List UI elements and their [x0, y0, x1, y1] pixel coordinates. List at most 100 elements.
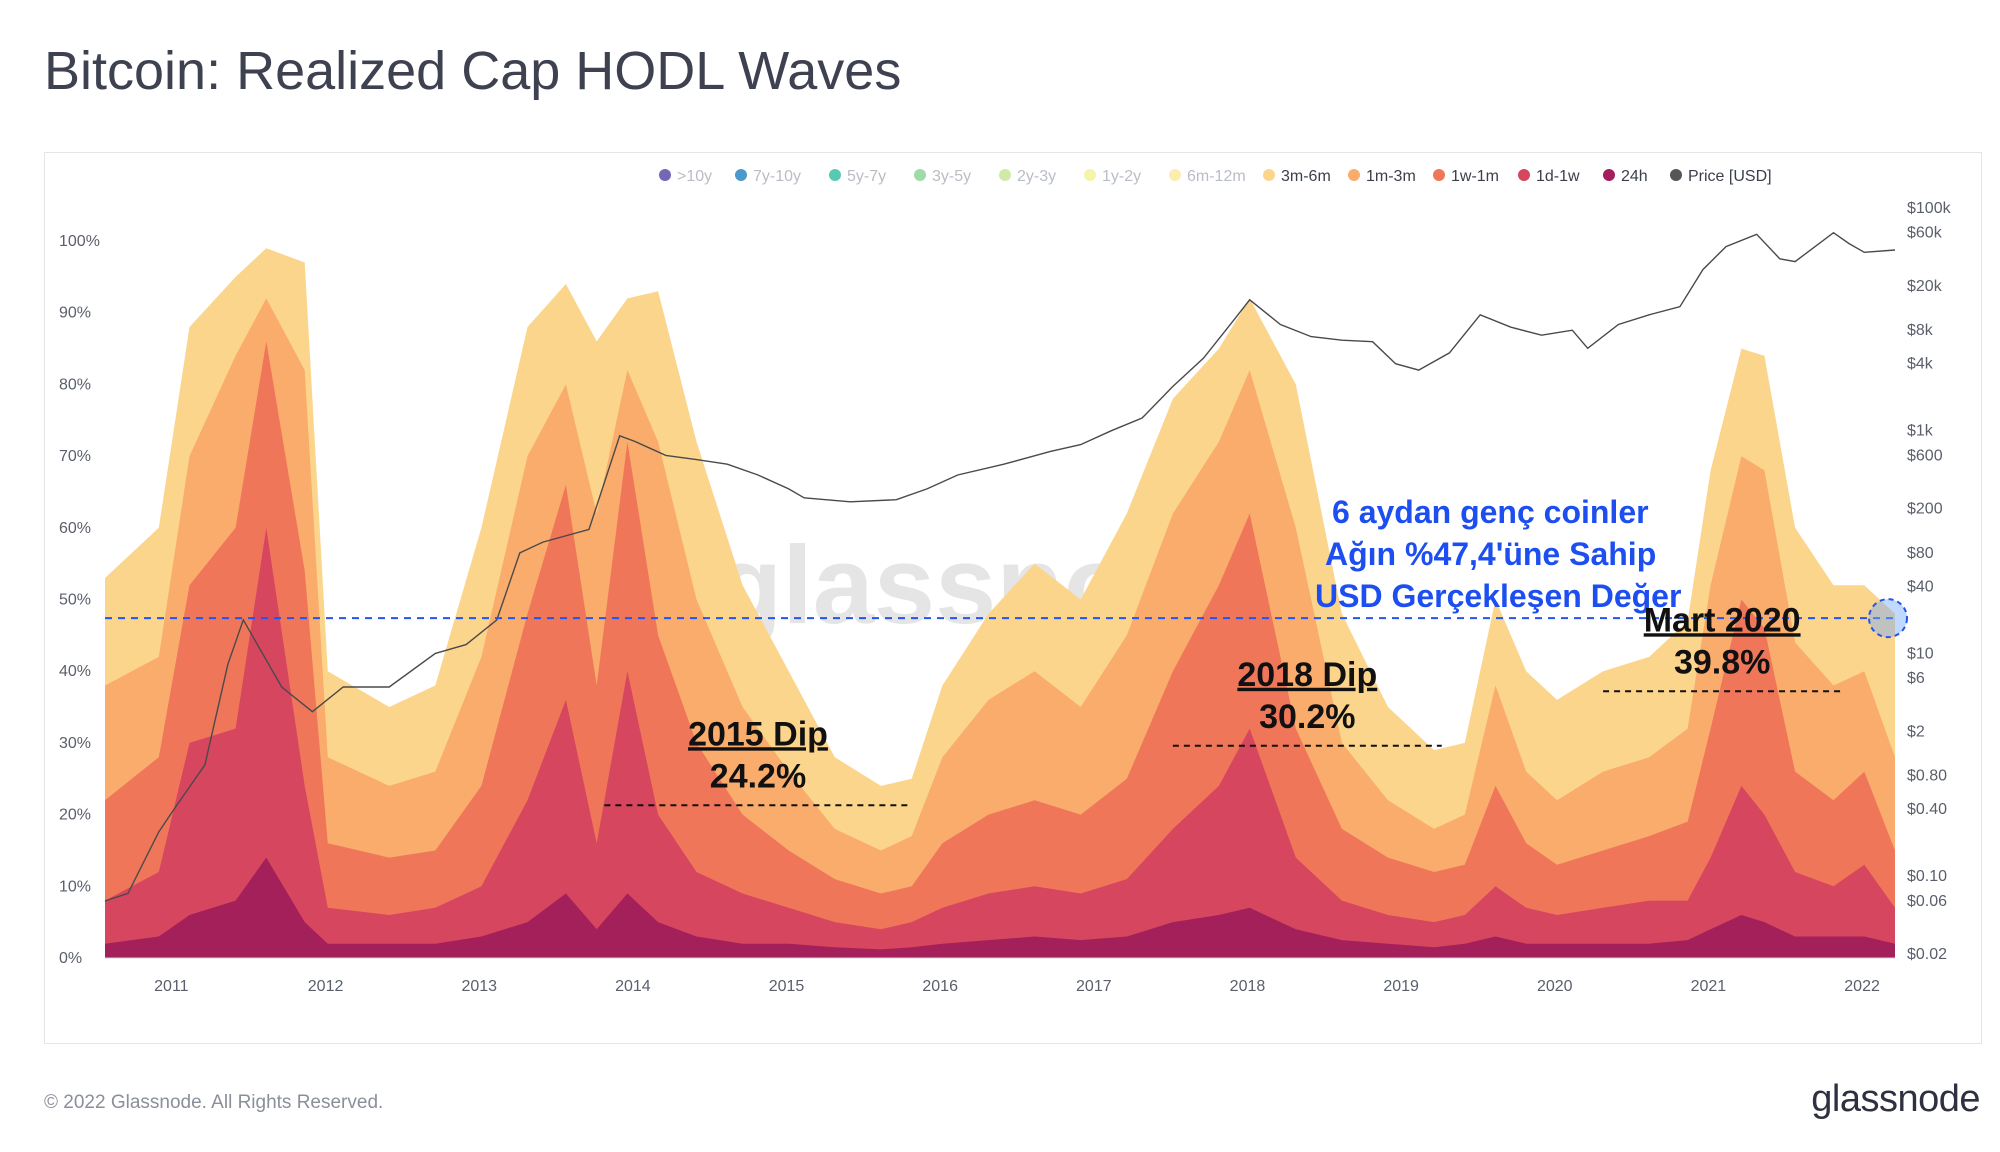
- legend-marker: [735, 169, 747, 181]
- legend-marker: [1169, 169, 1181, 181]
- hodl-waves-chart: glassnode 0%10%20%30%40%50%60%70%80%90%1…: [59, 168, 1952, 995]
- legend-item-1m-3m[interactable]: 1m-3m: [1348, 168, 1416, 185]
- x-tick-label: 2013: [461, 978, 497, 995]
- dip-title: 2018 Dip: [1237, 656, 1377, 694]
- x-tick-label: 2012: [308, 978, 344, 995]
- legend-marker: [829, 169, 841, 181]
- legend-item-3m-6m[interactable]: 3m-6m: [1263, 168, 1331, 185]
- y-left-tick-label: 20%: [59, 807, 91, 824]
- callout-line: Ağın %47,4'üne Sahip: [1325, 536, 1656, 572]
- y-right-tick-label: $0.06: [1907, 893, 1947, 910]
- legend-marker: [1263, 169, 1275, 181]
- legend-marker: [1670, 169, 1682, 181]
- legend-marker: [659, 169, 671, 181]
- y-right-tick-label: $8k: [1907, 322, 1934, 339]
- x-tick-label: 2011: [154, 978, 189, 995]
- y-right-tick-label: $6: [1907, 670, 1925, 687]
- legend-marker: [1433, 169, 1445, 181]
- price-line: [104, 231, 1896, 902]
- x-tick-label: 2014: [615, 978, 651, 995]
- chart-panel: glassnode 0% 10% 20% 30% 40% 50% 60% 70% 80% 90% 1…: [44, 152, 1982, 1044]
- y-right-tick-label: $60k: [1907, 225, 1943, 242]
- legend[interactable]: >10y 7y-10y 5y-7y 3y-5y 2y-3y 1y-2y 6m-12m 3m-6…: [659, 168, 1772, 185]
- y-left-tick-label: 50%: [59, 592, 91, 609]
- page-title: Bitcoin: Realized Cap HODL Waves: [44, 41, 902, 101]
- legend-label: 2y-3y: [1017, 168, 1056, 185]
- callout-line: USD Gerçekleşen Değer: [1315, 578, 1681, 614]
- legend-marker: [914, 169, 926, 181]
- x-tick-label: 2018: [1230, 978, 1266, 995]
- annotations: 6 aydan genç coinler Ağın %47,4'üne Sahip…: [105, 494, 1908, 807]
- x-tick-label: 2020: [1537, 978, 1573, 995]
- axes: 0% 10% 20% 30% 40% 50% 60% 70% 80% 90% 100% 2011 201…: [59, 200, 1952, 995]
- legend-label: 3m-6m: [1281, 168, 1331, 185]
- dip-title: 2015 Dip: [688, 715, 828, 753]
- legend-marker: [1603, 169, 1615, 181]
- legend-label: 6m-12m: [1187, 168, 1246, 185]
- legend-item->10y[interactable]: >10y: [659, 168, 712, 185]
- legend-item-1w-1m[interactable]: 1w-1m: [1433, 168, 1499, 185]
- legend-label: Price [USD]: [1688, 168, 1772, 185]
- legend-item-1y-2y[interactable]: 1y-2y: [1084, 168, 1141, 185]
- x-tick-label: 2016: [922, 978, 958, 995]
- y-left-tick-label: 10%: [59, 878, 91, 895]
- x-tick-label: 2019: [1383, 978, 1419, 995]
- legend-marker: [1084, 169, 1096, 181]
- legend-item-5y-7y[interactable]: 5y-7y: [829, 168, 886, 185]
- y-left-tick-label: 70%: [59, 448, 91, 465]
- y-left-tick-label: 0%: [59, 950, 82, 967]
- y-right-tick-label: $0.10: [1907, 868, 1947, 885]
- legend-item-6m-12m[interactable]: 6m-12m: [1169, 168, 1246, 185]
- legend-label: 7y-10y: [753, 168, 801, 185]
- y-right-tick-label: $0.02: [1907, 946, 1947, 963]
- glassnode-logo: glassnode: [1811, 1078, 1980, 1120]
- y-left-tick-label: 40%: [59, 663, 91, 680]
- legend-label: >10y: [677, 168, 712, 185]
- y-right-tick-label: $600: [1907, 447, 1943, 464]
- y-right-tick-label: $40: [1907, 578, 1934, 595]
- area-24h: [105, 857, 1895, 958]
- area-layers: [105, 248, 1895, 958]
- x-tick-label: 2022: [1844, 978, 1880, 995]
- y-right-tick-label: $200: [1907, 501, 1943, 518]
- copyright-footer: © 2022 Glassnode. All Rights Reserved.: [44, 1092, 384, 1113]
- y-right-tick-label: $2: [1907, 723, 1925, 740]
- area-1d-1w: [105, 527, 1895, 958]
- y-left-tick-label: 80%: [59, 376, 91, 393]
- y-right-tick-label: $0.80: [1907, 768, 1947, 785]
- y-right-tick-label: $0.40: [1907, 801, 1947, 818]
- y-right-tick-label: $80: [1907, 545, 1934, 562]
- legend-label: 24h: [1621, 168, 1648, 185]
- legend-item-7y-10y[interactable]: 7y-10y: [735, 168, 801, 185]
- legend-marker: [999, 169, 1011, 181]
- legend-label: 1d-1w: [1536, 168, 1580, 185]
- x-tick-label: 2015: [769, 978, 805, 995]
- x-tick-label: 2017: [1076, 978, 1112, 995]
- legend-label: 5y-7y: [847, 168, 886, 185]
- y-left-tick-label: 60%: [59, 520, 91, 537]
- legend-label: 1m-3m: [1366, 168, 1416, 185]
- legend-item-1d-1w[interactable]: 1d-1w: [1518, 168, 1580, 185]
- y-right-tick-label: $1k: [1907, 423, 1934, 440]
- y-right-tick-label: $10: [1907, 645, 1934, 662]
- y-right-tick-label: $100k: [1907, 200, 1952, 217]
- legend-label: 3y-5y: [932, 168, 971, 185]
- dip-value: 30.2%: [1259, 698, 1355, 736]
- dip-value: 24.2%: [710, 757, 806, 795]
- current-value-marker: [1868, 598, 1908, 639]
- legend-item-2y-3y[interactable]: 2y-3y: [999, 168, 1056, 185]
- legend-label: 1y-2y: [1102, 168, 1141, 185]
- dip-value: 39.8%: [1674, 643, 1770, 681]
- y-left-tick-label: 100%: [59, 233, 100, 250]
- legend-item-3y-5y[interactable]: 3y-5y: [914, 168, 971, 185]
- legend-marker: [1518, 169, 1530, 181]
- legend-label: 1w-1m: [1451, 168, 1499, 185]
- legend-item-24h[interactable]: 24h: [1603, 168, 1648, 185]
- x-tick-label: 2021: [1691, 978, 1727, 995]
- y-right-tick-label: $20k: [1907, 278, 1943, 295]
- dip-title: Mart 2020: [1644, 601, 1801, 639]
- price-line-group: [104, 231, 1896, 902]
- legend-marker: [1348, 169, 1360, 181]
- legend-item-Price [USD][interactable]: Price [USD]: [1670, 168, 1772, 185]
- y-right-tick-label: $4k: [1907, 356, 1934, 373]
